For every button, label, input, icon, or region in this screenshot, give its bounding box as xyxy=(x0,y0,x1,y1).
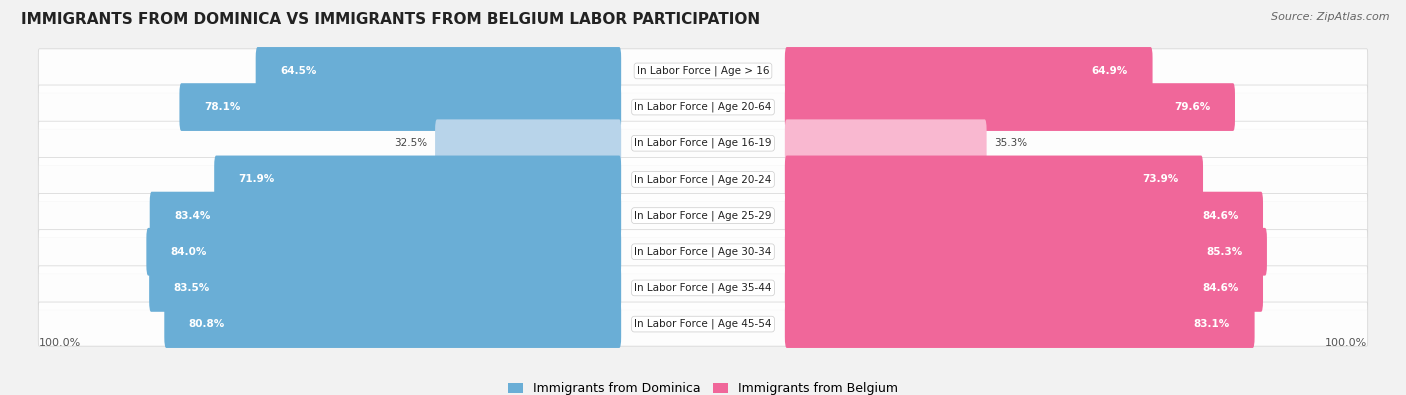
Text: 64.5%: 64.5% xyxy=(280,66,316,76)
Text: 35.3%: 35.3% xyxy=(994,138,1028,148)
FancyBboxPatch shape xyxy=(38,121,1368,166)
Text: 64.9%: 64.9% xyxy=(1092,66,1128,76)
Text: In Labor Force | Age 25-29: In Labor Force | Age 25-29 xyxy=(634,210,772,221)
Text: In Labor Force | Age 30-34: In Labor Force | Age 30-34 xyxy=(634,246,772,257)
Text: 78.1%: 78.1% xyxy=(204,102,240,112)
FancyBboxPatch shape xyxy=(214,156,621,203)
Text: In Labor Force | Age > 16: In Labor Force | Age > 16 xyxy=(637,66,769,76)
Text: 79.6%: 79.6% xyxy=(1174,102,1211,112)
FancyBboxPatch shape xyxy=(434,119,621,167)
Text: 32.5%: 32.5% xyxy=(394,138,427,148)
FancyBboxPatch shape xyxy=(785,119,987,167)
FancyBboxPatch shape xyxy=(785,300,1254,348)
Text: 84.6%: 84.6% xyxy=(1202,283,1239,293)
FancyBboxPatch shape xyxy=(256,47,621,95)
FancyBboxPatch shape xyxy=(38,266,1368,310)
FancyBboxPatch shape xyxy=(785,47,1153,95)
FancyBboxPatch shape xyxy=(38,157,1368,201)
FancyBboxPatch shape xyxy=(38,302,1368,346)
FancyBboxPatch shape xyxy=(785,228,1267,276)
Text: IMMIGRANTS FROM DOMINICA VS IMMIGRANTS FROM BELGIUM LABOR PARTICIPATION: IMMIGRANTS FROM DOMINICA VS IMMIGRANTS F… xyxy=(21,12,761,27)
Text: 71.9%: 71.9% xyxy=(239,175,276,184)
Text: 83.5%: 83.5% xyxy=(174,283,209,293)
Text: 85.3%: 85.3% xyxy=(1206,247,1243,257)
FancyBboxPatch shape xyxy=(38,85,1368,129)
FancyBboxPatch shape xyxy=(146,228,621,276)
FancyBboxPatch shape xyxy=(149,192,621,239)
Text: In Labor Force | Age 20-24: In Labor Force | Age 20-24 xyxy=(634,174,772,185)
FancyBboxPatch shape xyxy=(165,300,621,348)
Text: In Labor Force | Age 16-19: In Labor Force | Age 16-19 xyxy=(634,138,772,149)
FancyBboxPatch shape xyxy=(180,83,621,131)
Legend: Immigrants from Dominica, Immigrants from Belgium: Immigrants from Dominica, Immigrants fro… xyxy=(508,382,898,395)
Text: 83.4%: 83.4% xyxy=(174,211,211,220)
Text: 80.8%: 80.8% xyxy=(188,319,225,329)
Text: 100.0%: 100.0% xyxy=(39,338,82,348)
Text: 84.6%: 84.6% xyxy=(1202,211,1239,220)
Text: 84.0%: 84.0% xyxy=(172,247,207,257)
FancyBboxPatch shape xyxy=(149,264,621,312)
Text: In Labor Force | Age 35-44: In Labor Force | Age 35-44 xyxy=(634,283,772,293)
FancyBboxPatch shape xyxy=(785,264,1263,312)
Text: 83.1%: 83.1% xyxy=(1194,319,1230,329)
Text: 73.9%: 73.9% xyxy=(1142,175,1178,184)
Text: 100.0%: 100.0% xyxy=(1324,338,1367,348)
FancyBboxPatch shape xyxy=(785,83,1234,131)
FancyBboxPatch shape xyxy=(38,49,1368,93)
Text: In Labor Force | Age 45-54: In Labor Force | Age 45-54 xyxy=(634,319,772,329)
Text: Source: ZipAtlas.com: Source: ZipAtlas.com xyxy=(1271,12,1389,22)
FancyBboxPatch shape xyxy=(785,156,1204,203)
Text: In Labor Force | Age 20-64: In Labor Force | Age 20-64 xyxy=(634,102,772,112)
FancyBboxPatch shape xyxy=(38,194,1368,238)
FancyBboxPatch shape xyxy=(785,192,1263,239)
FancyBboxPatch shape xyxy=(38,229,1368,274)
